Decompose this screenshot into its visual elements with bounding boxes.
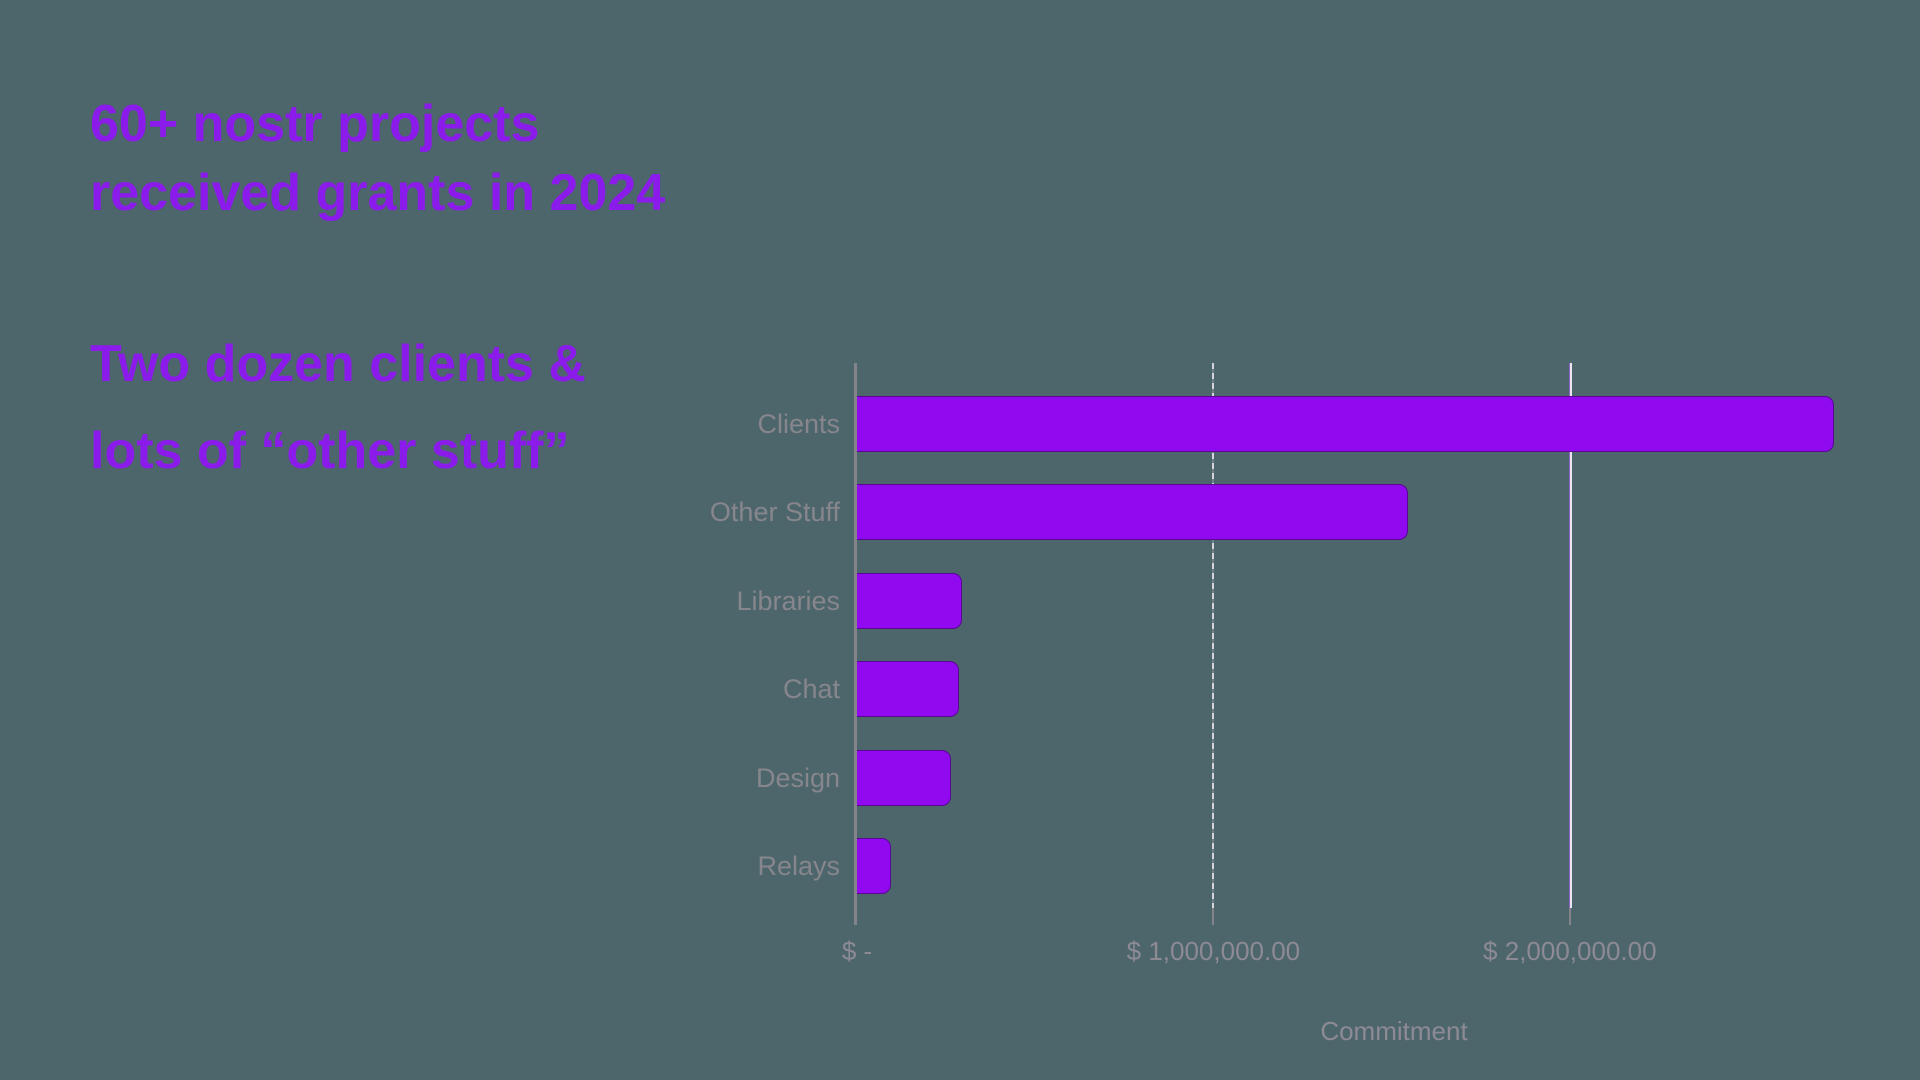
bar-design: [857, 750, 951, 806]
category-label-clients: Clients: [757, 409, 840, 439]
x-tick-label-0: $ -: [841, 936, 873, 966]
slide-title-line-2: received grants in 2024: [90, 164, 666, 222]
category-label-relays: Relays: [757, 851, 840, 881]
gridline-1000000: [1212, 363, 1215, 908]
slide-subtitle-line-2: lots of “other stuff”: [90, 422, 570, 480]
bar-other-stuff: [857, 484, 1408, 540]
x-tick-label-1: $ 1,000,000.00: [1126, 936, 1301, 966]
value-axis-line: [854, 363, 857, 925]
category-label-design: Design: [755, 763, 840, 793]
category-label-libraries: Libraries: [736, 586, 840, 616]
x-tick-mark: [1212, 908, 1215, 925]
category-label-chat: Chat: [782, 674, 840, 704]
x-tick-mark: [1568, 908, 1571, 925]
x-tick-label-2: $ 2,000,000.00: [1483, 936, 1657, 966]
category-label-other-stuff: Other Stuff: [709, 497, 840, 527]
gridline-2000000: [1568, 363, 1572, 908]
slide-subtitle: Two dozen clients & lots of “other stuff…: [90, 321, 586, 495]
slide-title: 60+ nostr projects received grants in 20…: [90, 90, 665, 228]
bar-chat: [857, 661, 959, 717]
bar-libraries: [857, 573, 962, 629]
slide-title-line-1: 60+ nostr projects: [90, 95, 540, 153]
x-axis-title: Commitment: [1320, 1016, 1468, 1046]
bar-relays: [857, 838, 891, 894]
slide-subtitle-line-1: Two dozen clients &: [90, 335, 586, 393]
bar-clients: [857, 396, 1834, 452]
